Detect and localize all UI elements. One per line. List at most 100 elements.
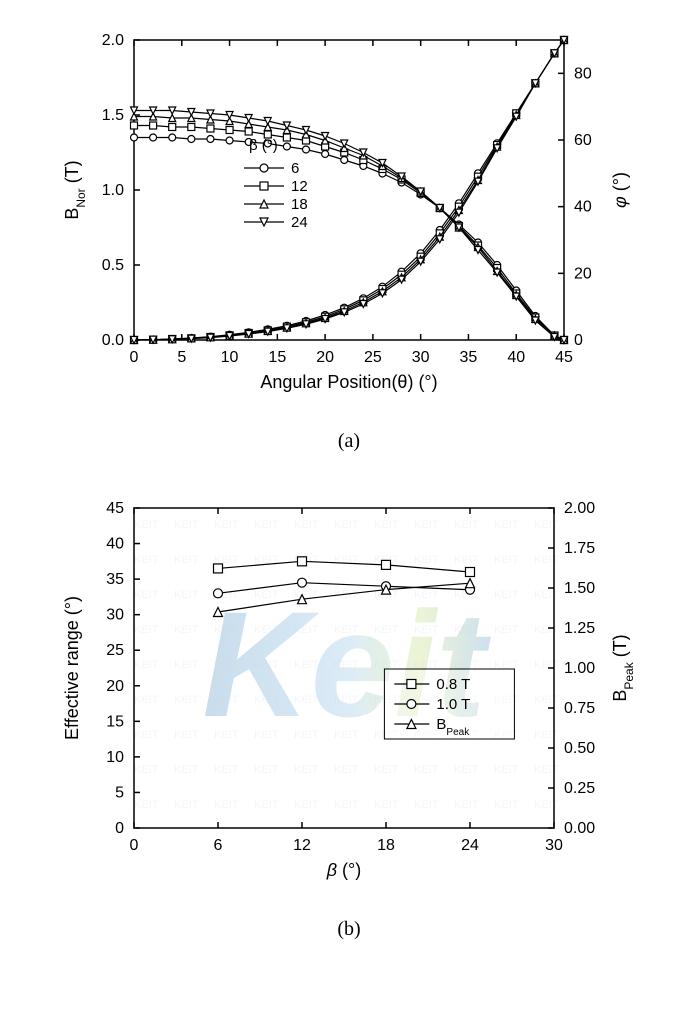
svg-text:40: 40	[106, 536, 124, 553]
svg-text:25: 25	[364, 349, 382, 366]
svg-text:KEIT: KEIT	[374, 799, 399, 811]
svg-text:40: 40	[574, 199, 592, 216]
svg-text:1.5: 1.5	[102, 107, 124, 124]
svg-text:0: 0	[130, 349, 139, 366]
svg-text:BPeak (T): BPeak (T)	[610, 634, 636, 701]
svg-text:KEIT: KEIT	[454, 624, 479, 636]
svg-text:12: 12	[291, 178, 308, 195]
svg-text:KEIT: KEIT	[174, 554, 199, 566]
svg-text:40: 40	[507, 349, 525, 366]
svg-text:KEIT: KEIT	[134, 764, 159, 776]
svg-text:KEIT: KEIT	[254, 799, 279, 811]
svg-text:KEIT: KEIT	[174, 729, 199, 741]
svg-text:KEIT: KEIT	[454, 519, 479, 531]
svg-text:18: 18	[291, 196, 308, 213]
svg-text:KEIT: KEIT	[374, 519, 399, 531]
svg-text:KEIT: KEIT	[174, 589, 199, 601]
svg-text:6: 6	[291, 160, 299, 177]
svg-text:KEIT: KEIT	[414, 624, 439, 636]
svg-text:20: 20	[106, 678, 124, 695]
svg-text:60: 60	[574, 132, 592, 149]
svg-text:2.00: 2.00	[564, 500, 595, 517]
svg-text:KEIT: KEIT	[334, 554, 359, 566]
svg-text:KEIT: KEIT	[334, 624, 359, 636]
svg-text:KEIT: KEIT	[294, 799, 319, 811]
svg-text:KEIT: KEIT	[374, 764, 399, 776]
svg-text:24: 24	[291, 214, 308, 231]
svg-text:KEIT: KEIT	[534, 729, 559, 741]
svg-text:KEIT: KEIT	[294, 519, 319, 531]
svg-text:KEIT: KEIT	[174, 519, 199, 531]
svg-text:KEIT: KEIT	[294, 694, 319, 706]
svg-text:KEIT: KEIT	[134, 519, 159, 531]
svg-text:KEIT: KEIT	[214, 624, 239, 636]
svg-text:0.50: 0.50	[564, 740, 595, 757]
svg-text:KEIT: KEIT	[334, 764, 359, 776]
svg-text:KEIT: KEIT	[534, 519, 559, 531]
svg-text:45: 45	[106, 500, 124, 517]
svg-text:KEIT: KEIT	[254, 519, 279, 531]
svg-text:KEIT: KEIT	[534, 764, 559, 776]
svg-text:KEIT: KEIT	[134, 554, 159, 566]
subplot-label-b: (b)	[337, 918, 360, 941]
svg-text:KEIT: KEIT	[214, 519, 239, 531]
svg-text:KEIT: KEIT	[254, 764, 279, 776]
svg-text:1.50: 1.50	[564, 580, 595, 597]
svg-text:KEIT: KEIT	[414, 589, 439, 601]
svg-text:10: 10	[106, 749, 124, 766]
svg-text:0.0: 0.0	[102, 332, 124, 349]
svg-text:24: 24	[461, 837, 479, 854]
svg-text:KEIT: KEIT	[534, 694, 559, 706]
svg-text:KEIT: KEIT	[134, 624, 159, 636]
svg-text:20: 20	[574, 265, 592, 282]
chart-a: 0510152025303540450.00.51.01.52.00204060…	[54, 20, 644, 405]
svg-text:1.00: 1.00	[564, 660, 595, 677]
svg-text:18: 18	[377, 837, 395, 854]
svg-text:KEIT: KEIT	[534, 659, 559, 671]
svg-text:KEIT: KEIT	[534, 624, 559, 636]
svg-text:KEIT: KEIT	[534, 589, 559, 601]
svg-text:45: 45	[555, 349, 573, 366]
svg-text:KEIT: KEIT	[134, 694, 159, 706]
svg-text:KEIT: KEIT	[294, 764, 319, 776]
svg-text:1.0 T: 1.0 T	[436, 696, 470, 713]
svg-text:0.75: 0.75	[564, 700, 595, 717]
svg-text:20: 20	[316, 349, 334, 366]
svg-text:0: 0	[574, 332, 583, 349]
svg-text:2.0: 2.0	[102, 32, 124, 49]
subplot-label-a: (a)	[338, 430, 360, 453]
svg-text:KEIT: KEIT	[294, 729, 319, 741]
svg-text:KEIT: KEIT	[414, 519, 439, 531]
svg-text:KEIT: KEIT	[454, 764, 479, 776]
svg-text:0.00: 0.00	[564, 820, 595, 837]
svg-text:KEIT: KEIT	[494, 554, 519, 566]
svg-text:KEIT: KEIT	[334, 694, 359, 706]
svg-text:KEIT: KEIT	[334, 659, 359, 671]
svg-text:KEIT: KEIT	[174, 799, 199, 811]
svg-text:KEIT: KEIT	[534, 554, 559, 566]
svg-text:5: 5	[115, 784, 124, 801]
svg-text:KEIT: KEIT	[174, 694, 199, 706]
svg-text:KEIT: KEIT	[374, 624, 399, 636]
svg-text:KEIT: KEIT	[454, 799, 479, 811]
svg-text:80: 80	[574, 65, 592, 82]
svg-text:KEIT: KEIT	[254, 694, 279, 706]
svg-text:0.8 T: 0.8 T	[436, 676, 470, 693]
svg-text:KEIT: KEIT	[454, 554, 479, 566]
svg-text:0: 0	[130, 837, 139, 854]
svg-text:KEIT: KEIT	[414, 799, 439, 811]
svg-text:KEIT: KEIT	[134, 729, 159, 741]
svg-text:Angular Position(θ) (°): Angular Position(θ) (°)	[260, 372, 437, 392]
svg-text:25: 25	[106, 642, 124, 659]
svg-text:KEIT: KEIT	[214, 799, 239, 811]
svg-text:β (°): β (°)	[249, 137, 278, 154]
svg-text:1.0: 1.0	[102, 182, 124, 199]
svg-text:12: 12	[293, 837, 311, 854]
svg-text:KEIT: KEIT	[254, 659, 279, 671]
svg-text:KEIT: KEIT	[174, 764, 199, 776]
figure-container: 0510152025303540450.00.51.01.52.00204060…	[20, 20, 678, 976]
svg-text:KEIT: KEIT	[414, 554, 439, 566]
svg-text:35: 35	[106, 571, 124, 588]
svg-text:β (°): β (°)	[326, 860, 361, 880]
svg-text:KEIT: KEIT	[254, 589, 279, 601]
